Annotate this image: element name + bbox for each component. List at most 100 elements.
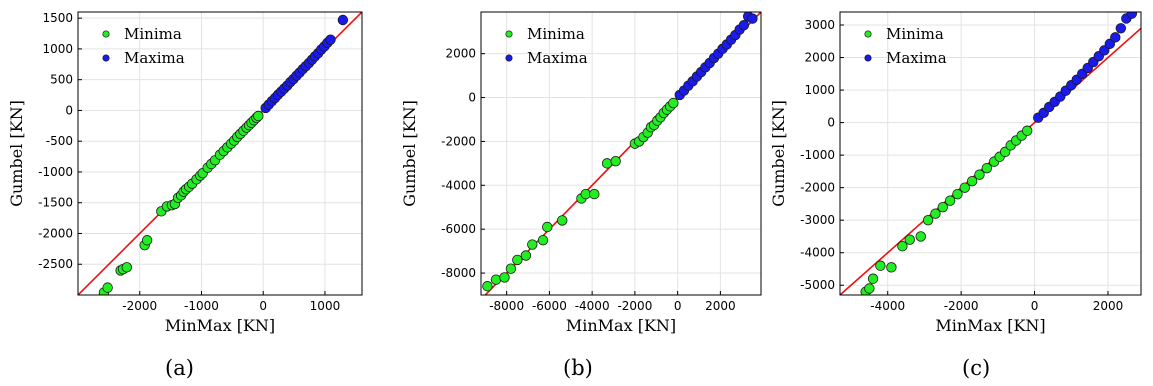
- y-tick-label: -3000: [800, 213, 835, 227]
- minima-point: [959, 182, 971, 193]
- maxima-point: [1110, 32, 1121, 43]
- minima-point: [952, 188, 963, 200]
- x-tick-label: 0: [674, 299, 682, 313]
- plot-frame: [77, 11, 363, 296]
- x-tick-label: -2000: [944, 299, 979, 313]
- minima-point: [668, 97, 679, 109]
- y-tick-label: 500: [50, 73, 73, 87]
- legend-marker: [864, 54, 872, 62]
- minima-point: [542, 221, 553, 233]
- x-tick-label: -4000: [575, 299, 610, 313]
- maxima-point: [1115, 23, 1127, 34]
- x-tick-label: 1000: [310, 299, 341, 313]
- y-tick-label: -6000: [441, 222, 476, 236]
- minima-point: [867, 273, 879, 284]
- y-tick-label: 3000: [804, 18, 835, 32]
- legend-marker: [864, 30, 872, 38]
- x-tick-label: -4000: [870, 299, 905, 313]
- x-tick-label: 2000: [705, 299, 736, 313]
- chart-panel-a: -2000 -1000 0 1000 -2500 -2000 -1500 -1000 -500 0…: [7, 11, 363, 335]
- maxima-point: [738, 19, 750, 31]
- x-tick-label: -2000: [122, 299, 157, 313]
- y-tick-label: -2000: [441, 134, 476, 148]
- minima-point: [102, 282, 113, 293]
- x-tick-label: -1000: [184, 299, 219, 313]
- minima-point: [974, 169, 985, 180]
- maxima-point: [1126, 12, 1138, 19]
- legend-label: Maxima: [124, 49, 185, 67]
- minima-point: [897, 241, 908, 252]
- minima-point: [922, 214, 934, 226]
- minima-point: [512, 254, 523, 266]
- chart-panel-b: -8000 -6000 -4000 -2000 0 2000 -8000 -6000 -4000…: [400, 11, 762, 335]
- minima-point: [121, 262, 132, 273]
- minima-point: [1022, 125, 1033, 136]
- minima-point: [966, 175, 978, 187]
- y-tick-label: -2500: [38, 257, 73, 271]
- legend-marker: [102, 54, 110, 62]
- minima-point: [557, 215, 568, 226]
- minima-point: [904, 234, 915, 245]
- y-tick-label: -500: [46, 134, 73, 148]
- minima-point: [482, 281, 493, 292]
- y-tick-label: 2000: [804, 51, 835, 65]
- minima-point: [875, 260, 886, 271]
- legend-marker: [505, 30, 513, 38]
- minima-point: [944, 195, 956, 206]
- plot-frame: [839, 11, 1142, 296]
- y-tick-label: -1000: [800, 148, 835, 162]
- x-tick-label: 0: [259, 299, 267, 313]
- legend-label: Maxima: [527, 49, 588, 67]
- minima-point: [505, 263, 517, 274]
- minima-point: [499, 272, 510, 283]
- y-axis-label: Gumbel [KN]: [7, 100, 26, 207]
- y-tick-label: -5000: [800, 278, 835, 292]
- minima-point: [589, 188, 600, 200]
- legend-label: Maxima: [886, 49, 947, 67]
- legend-marker: [102, 30, 110, 38]
- y-tick-label: -2000: [38, 226, 73, 240]
- x-axis-label: MinMax [KN]: [935, 316, 1045, 335]
- x-tick-label: -2000: [617, 299, 652, 313]
- minima-point: [930, 208, 941, 219]
- maxima-point: [747, 13, 758, 24]
- x-tick-label: -6000: [532, 299, 567, 313]
- y-tick-label: 1000: [804, 83, 835, 97]
- minima-point: [520, 250, 532, 261]
- minima-point: [610, 155, 621, 167]
- y-tick-label: 0: [65, 103, 73, 117]
- minima-point: [864, 283, 875, 294]
- minima-point: [981, 162, 993, 174]
- minima-point: [937, 201, 948, 213]
- legend-label: Minima: [124, 25, 182, 43]
- minima-point: [527, 239, 538, 250]
- plot-area: [840, 12, 1141, 295]
- minima-point: [141, 235, 153, 246]
- y-tick-label: 1500: [42, 11, 73, 25]
- legend-label: Minima: [886, 25, 944, 43]
- maxima-point: [337, 14, 349, 26]
- minima-point: [490, 274, 502, 285]
- caption-c: (c): [962, 356, 991, 380]
- y-axis-label: Gumbel [KN]: [400, 100, 419, 207]
- x-tick-label: -8000: [489, 299, 524, 313]
- caption-b: (b): [563, 356, 593, 380]
- y-tick-label: 2000: [445, 47, 476, 61]
- y-tick-label: -1000: [38, 165, 73, 179]
- plot-area: [78, 12, 362, 295]
- x-axis-label: MinMax [KN]: [566, 316, 676, 335]
- legend-marker: [505, 54, 513, 62]
- y-tick-label: 0: [827, 116, 835, 130]
- y-tick-label: -2000: [800, 181, 835, 195]
- minima-point: [915, 231, 926, 242]
- y-tick-label: -4000: [800, 246, 835, 260]
- caption-a: (a): [165, 356, 194, 380]
- y-tick-label: 1000: [42, 42, 73, 56]
- x-tick-label: 2000: [1093, 299, 1124, 313]
- maxima-point: [325, 34, 336, 45]
- minima-point: [601, 158, 613, 169]
- y-axis-label: Gumbel [KN]: [769, 100, 788, 207]
- minima-point: [253, 110, 264, 122]
- legend-label: Minima: [527, 25, 585, 43]
- y-tick-label: -1500: [38, 196, 73, 210]
